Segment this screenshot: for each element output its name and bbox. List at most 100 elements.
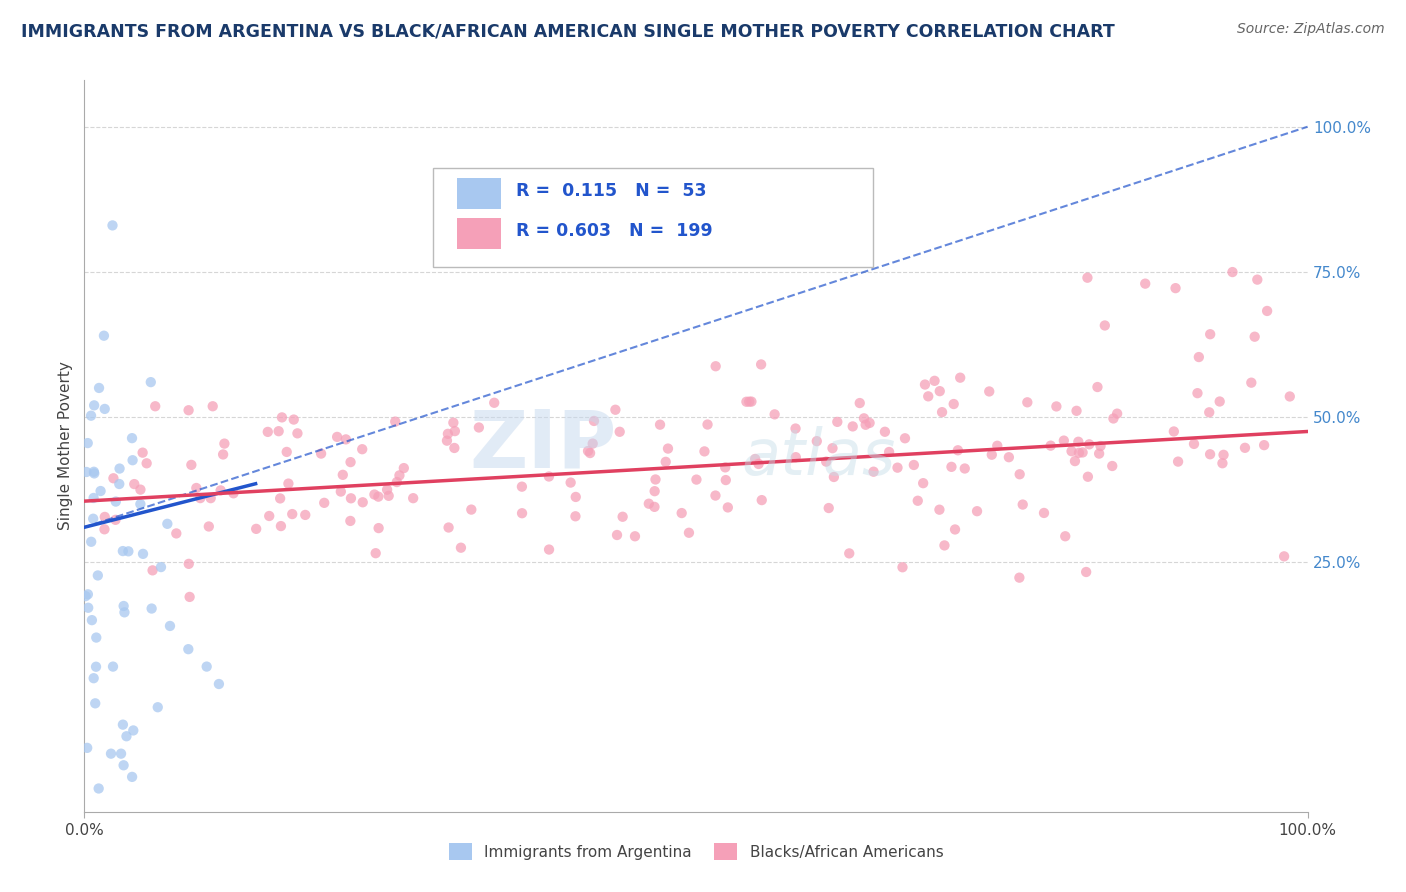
Point: [966, 504, 988, 518]
Point: [143, 399, 166, 413]
Point: [510, 480, 533, 494]
Point: [84, 696, 107, 710]
Point: [82, 512, 104, 526]
Point: [1198, 405, 1220, 419]
Point: [785, 421, 807, 435]
Point: [146, 700, 169, 714]
Point: [1208, 394, 1230, 409]
Point: [142, 563, 165, 577]
Point: [186, 481, 208, 495]
Y-axis label: Single Mother Poverty: Single Mother Poverty: [58, 361, 73, 531]
Point: [763, 408, 786, 422]
Point: [159, 619, 181, 633]
Point: [1167, 454, 1189, 468]
Point: [1101, 458, 1123, 473]
Point: [75, 465, 97, 479]
Point: [443, 441, 465, 455]
Point: [1088, 447, 1111, 461]
Point: [1054, 529, 1077, 543]
Point: [135, 456, 157, 470]
Point: [245, 522, 267, 536]
Point: [624, 529, 647, 543]
Point: [1064, 454, 1087, 468]
Point: [402, 491, 425, 505]
Point: [714, 473, 737, 487]
Point: [108, 461, 131, 475]
Point: [484, 396, 506, 410]
Point: [87, 568, 110, 582]
Point: [112, 599, 135, 613]
Point: [281, 507, 304, 521]
Point: [1077, 469, 1099, 483]
Point: [270, 519, 292, 533]
Point: [671, 506, 693, 520]
Point: [928, 384, 950, 399]
FancyBboxPatch shape: [457, 178, 502, 209]
Point: [717, 500, 740, 515]
Point: [841, 419, 863, 434]
Point: [436, 434, 458, 448]
Point: [855, 417, 877, 432]
Point: [858, 416, 880, 430]
Point: [367, 490, 389, 504]
Point: [177, 642, 200, 657]
Text: R =  0.115   N =  53: R = 0.115 N = 53: [516, 183, 707, 201]
Point: [685, 473, 707, 487]
Point: [180, 458, 202, 472]
Point: [693, 444, 716, 458]
Point: [931, 405, 953, 419]
Point: [437, 520, 460, 534]
Point: [637, 497, 659, 511]
Point: [838, 546, 860, 560]
Point: [124, 477, 146, 491]
Point: [1187, 386, 1209, 401]
Point: [1253, 438, 1275, 452]
Point: [582, 414, 605, 428]
Text: Source: ZipAtlas.com: Source: ZipAtlas.com: [1237, 22, 1385, 37]
Point: [907, 493, 929, 508]
Point: [917, 389, 939, 403]
Point: [1060, 444, 1083, 458]
Point: [510, 506, 533, 520]
Point: [903, 458, 925, 472]
Point: [1233, 441, 1256, 455]
Point: [1272, 549, 1295, 564]
Point: [657, 442, 679, 456]
Point: [1066, 404, 1088, 418]
Point: [309, 447, 332, 461]
Point: [1078, 437, 1101, 451]
Point: [177, 557, 200, 571]
Point: [1164, 281, 1187, 295]
Point: [329, 484, 352, 499]
Point: [84, 659, 107, 673]
Point: [100, 747, 122, 761]
Point: [76, 740, 98, 755]
Point: [101, 659, 124, 673]
Point: [1256, 304, 1278, 318]
Point: [87, 781, 110, 796]
Point: [212, 447, 235, 461]
Point: [129, 497, 152, 511]
Point: [363, 487, 385, 501]
Point: [979, 384, 1001, 399]
Point: [576, 444, 599, 458]
Point: [201, 399, 224, 413]
Point: [115, 729, 138, 743]
Point: [648, 417, 671, 432]
Point: [1246, 272, 1268, 286]
Point: [696, 417, 718, 432]
Point: [821, 441, 844, 455]
Point: [110, 747, 132, 761]
Point: [785, 450, 807, 465]
Point: [738, 394, 761, 409]
Point: [132, 547, 155, 561]
Point: [1017, 395, 1039, 409]
Point: [385, 475, 408, 489]
Point: [751, 493, 773, 508]
Point: [894, 431, 917, 445]
Point: [83, 671, 105, 685]
Point: [114, 605, 136, 619]
Point: [609, 425, 631, 439]
Point: [1067, 434, 1090, 449]
Point: [564, 490, 586, 504]
